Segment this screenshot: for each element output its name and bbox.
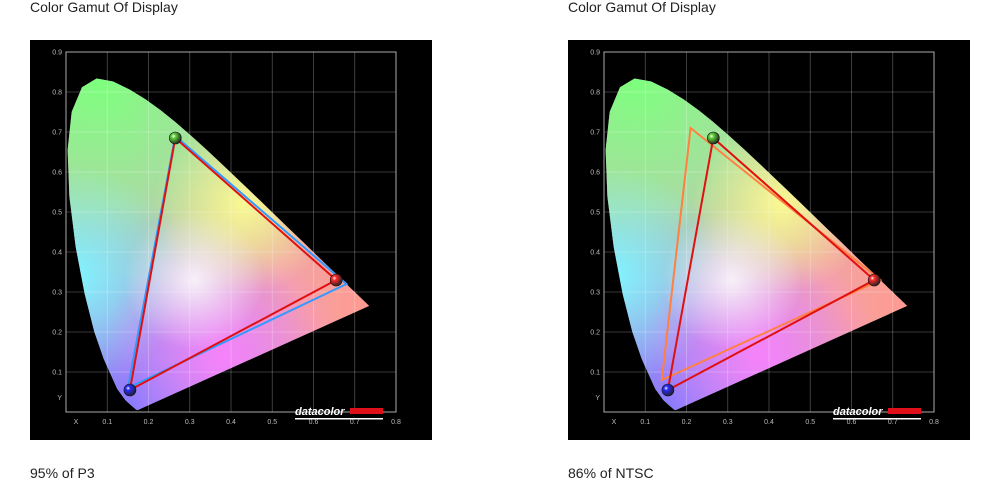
x-axis-label: X	[74, 419, 79, 426]
x-tick-label: 0.5	[805, 419, 815, 426]
y-tick-label: 0.4	[590, 250, 600, 257]
primary-point	[123, 383, 137, 397]
grid	[66, 52, 396, 412]
y-tick-label: 0.9	[590, 50, 600, 57]
x-tick-label: 0.3	[185, 419, 195, 426]
y-axis-label: Y	[595, 395, 600, 402]
y-axis-label: Y	[57, 395, 62, 402]
x-tick-label: 0.8	[391, 419, 401, 426]
svg-text:datacolor: datacolor	[295, 406, 345, 418]
chart-caption: 86% of NTSC	[568, 465, 654, 481]
y-tick-label: 0.2	[590, 330, 600, 337]
x-axis-label: X	[612, 419, 617, 426]
gamut-triangle-series-0	[666, 136, 876, 392]
x-tick-label: 0.2	[682, 419, 692, 426]
x-tick-label: 0.4	[226, 419, 236, 426]
plot-frame	[603, 51, 935, 413]
y-tick-label: 0.9	[52, 50, 62, 57]
x-tick-label: 0.7	[350, 419, 360, 426]
chart-panel-ntsc: Color Gamut Of Display 0.1 0.2 0.3 0.4 0.5 0.…	[568, 0, 970, 481]
primary-point	[329, 273, 343, 287]
primary-point	[867, 273, 881, 287]
x-tick-label: 0.8	[929, 419, 939, 426]
y-tick-label: 0.3	[590, 290, 600, 297]
x-tick-label: 0.1	[102, 419, 112, 426]
x-tick-label: 0.7	[888, 419, 898, 426]
primary-point	[661, 383, 675, 397]
gamut-chart-ntsc: 0.1 0.2 0.3 0.4 0.5 0.6 0.7 0.8 0.1 0.2 0.3 0.4 0.5 0…	[568, 40, 970, 440]
y-tick-label: 0.6	[590, 170, 600, 177]
y-tick-label: 0.5	[52, 210, 62, 217]
y-tick-label: 0.6	[52, 170, 62, 177]
y-tick-label: 0.8	[52, 90, 62, 97]
y-tick-label: 0.7	[590, 130, 600, 137]
x-tick-label: 0.2	[144, 419, 154, 426]
primary-point	[169, 131, 182, 145]
gamut-triangle-series-1	[126, 134, 349, 390]
gamut-chart-p3: 0.1 0.2 0.3 0.4 0.5 0.6 0.7 0.8 0.1 0.2 0.3 0.4 0.5 0…	[30, 40, 432, 440]
x-tick-label: 0.6	[847, 419, 857, 426]
datacolor-logo: datacolor	[295, 406, 383, 420]
chart-title: Color Gamut Of Display	[30, 0, 178, 15]
x-tick-label: 0.3	[723, 419, 733, 426]
plot-frame	[65, 51, 397, 413]
chart-panel-p3: Color Gamut Of Display 0.1 0.2 0.3 0.4 0.5 0.…	[30, 0, 432, 481]
y-tick-label: 0.1	[52, 370, 62, 377]
y-tick-label: 0.4	[52, 250, 62, 257]
datacolor-logo: datacolor	[833, 406, 921, 420]
y-tick-label: 0.2	[52, 330, 62, 337]
svg-text:datacolor: datacolor	[833, 406, 883, 418]
gamut-triangle-series-1	[660, 126, 883, 382]
y-tick-label: 0.1	[590, 370, 600, 377]
x-tick-label: 0.1	[640, 419, 650, 426]
primary-point	[707, 131, 720, 145]
x-tick-label: 0.6	[309, 419, 319, 426]
gamut-triangle-series-0	[128, 136, 338, 392]
y-tick-label: 0.3	[52, 290, 62, 297]
y-tick-label: 0.7	[52, 130, 62, 137]
y-tick-label: 0.5	[590, 210, 600, 217]
x-tick-label: 0.4	[764, 419, 774, 426]
chart-title: Color Gamut Of Display	[568, 0, 716, 15]
chart-caption: 95% of P3	[30, 465, 95, 481]
x-tick-label: 0.5	[267, 419, 277, 426]
y-tick-label: 0.8	[590, 90, 600, 97]
